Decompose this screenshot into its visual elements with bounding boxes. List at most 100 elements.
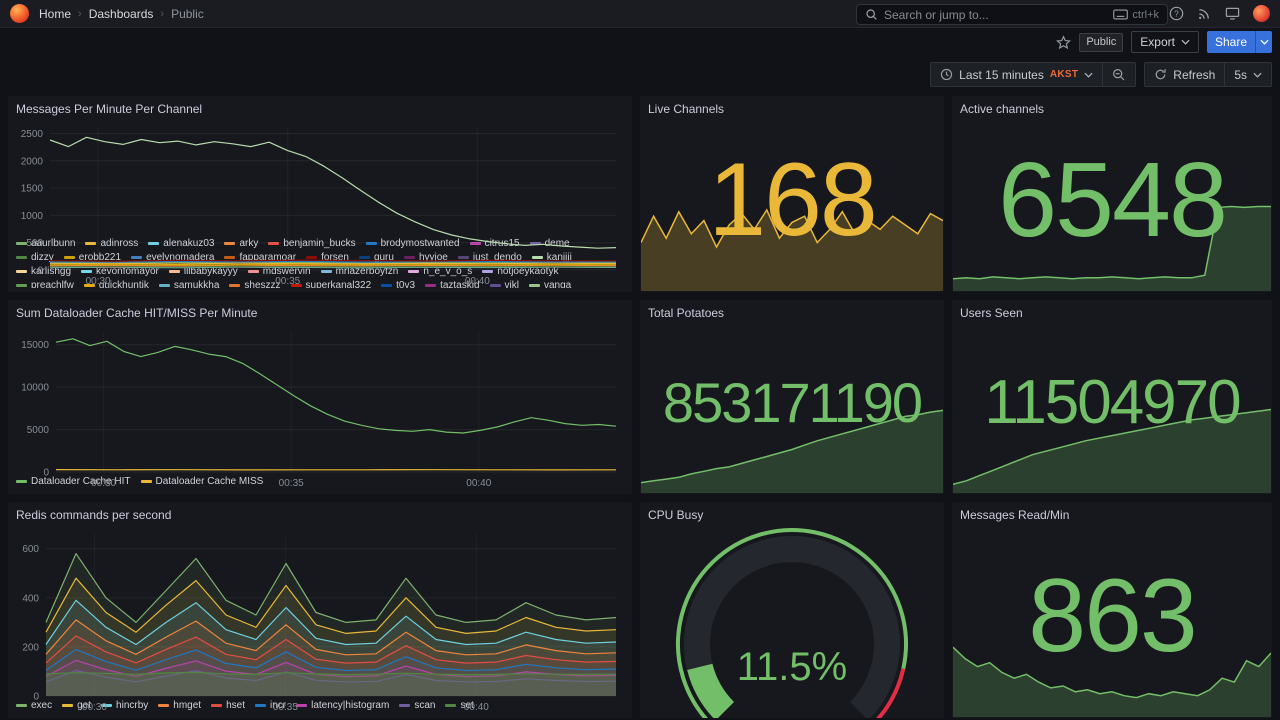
panel-title[interactable]: Live Channels <box>648 102 725 116</box>
legend-item[interactable]: evelynomadera <box>131 252 214 263</box>
legend-item[interactable]: notjoeykaotyk <box>482 266 558 277</box>
legend-swatch <box>224 256 236 259</box>
share-menu-caret[interactable] <box>1255 31 1272 53</box>
breadcrumb-dashboards[interactable]: Dashboards <box>88 6 154 21</box>
legend-item[interactable]: Dataloader Cache MISS <box>140 476 263 487</box>
search-input[interactable]: Search or jump to... ctrl+k <box>856 4 1168 25</box>
legend-swatch <box>81 270 93 273</box>
redis-chart[interactable]: 0 200 400 600 00:30 00:35 00:40 <box>16 526 624 713</box>
legend-item[interactable]: latency|histogram <box>296 700 389 711</box>
sparkline-line <box>953 646 1271 699</box>
time-range-picker[interactable]: Last 15 minutes AKST <box>930 62 1104 87</box>
legend-label: taztaskid <box>440 280 480 288</box>
legend-item[interactable]: adinross <box>85 238 138 249</box>
y-axis-tick: 5000 <box>27 425 50 436</box>
refresh-button[interactable]: Refresh <box>1144 62 1226 87</box>
legend-item[interactable]: hincrby <box>101 700 148 711</box>
legend-item[interactable]: karlishgg <box>16 266 71 277</box>
legend-item[interactable]: just_dendo <box>457 252 522 263</box>
legend-item[interactable]: deme <box>529 238 570 249</box>
panel-title[interactable]: Users Seen <box>960 306 1023 320</box>
legend-swatch <box>101 704 113 707</box>
legend-item[interactable]: sheszzz <box>229 280 281 288</box>
panel-title[interactable]: Active channels <box>960 102 1045 116</box>
panel-title[interactable]: Total Potatoes <box>648 306 725 320</box>
breadcrumb-home[interactable]: Home <box>39 6 72 21</box>
refresh-group: Refresh 5s <box>1144 62 1272 88</box>
legend-item[interactable]: hmget <box>158 700 201 711</box>
legend-item[interactable]: hset <box>211 700 245 711</box>
x-axis-tick: 00:35 <box>273 702 298 713</box>
legend-item[interactable]: fapparamoar <box>224 252 296 263</box>
series-line <box>49 262 617 265</box>
legend-item[interactable]: forsen <box>306 252 349 263</box>
legend-item[interactable]: superkanal322 <box>290 280 371 288</box>
legend-item[interactable]: hyyjoe <box>403 252 448 263</box>
export-label: Export <box>1140 35 1175 49</box>
legend-item[interactable]: lilbabykayyy <box>168 266 238 277</box>
legend-item[interactable]: mrlazerboyfzn <box>320 266 398 277</box>
help-icon[interactable]: ? <box>1169 6 1184 21</box>
export-button[interactable]: Export <box>1131 31 1199 53</box>
legend-item[interactable]: incr <box>254 700 286 711</box>
legend-item[interactable]: scan <box>399 700 435 711</box>
legend-item[interactable]: exec <box>16 700 52 711</box>
tag-public[interactable]: Public <box>1079 32 1124 52</box>
legend-item[interactable]: erobb221 <box>63 252 121 263</box>
legend-swatch <box>457 256 469 259</box>
refresh-interval-picker[interactable]: 5s <box>1225 62 1272 87</box>
legend-swatch <box>469 242 481 245</box>
share-button[interactable]: Share <box>1206 31 1255 53</box>
legend-item[interactable]: set <box>445 700 474 711</box>
rss-icon[interactable] <box>1197 6 1212 21</box>
messages-read-sparkline <box>953 620 1271 717</box>
x-axis-tick: 00:30 <box>91 478 116 489</box>
grafana-logo[interactable] <box>10 4 29 23</box>
legend-item[interactable]: vikl <box>489 280 519 288</box>
series-line <box>49 264 617 267</box>
sparkline-canvas <box>953 646 1271 717</box>
legend-item[interactable]: mdswervin <box>247 266 311 277</box>
messages-chart[interactable]: 0 500 1000 1500 2000 2500 00:30 00:35 00:40 <box>16 120 624 287</box>
sparkline-fill <box>641 410 943 493</box>
legend-label: vikl <box>504 280 519 288</box>
legend-item[interactable]: samukkha <box>158 280 219 288</box>
star-icon[interactable] <box>1056 34 1072 50</box>
dataloader-chart[interactable]: 0 5000 10000 15000 00:30 00:35 00:40 <box>16 324 624 489</box>
legend-item[interactable]: benjamin_bucks <box>268 238 356 249</box>
panel-title[interactable]: Messages Per Minute Per Channel <box>16 102 203 116</box>
legend-item[interactable]: preachlfw <box>16 280 74 288</box>
sparkline-canvas <box>641 208 943 291</box>
active-channels-sparkline <box>953 203 1271 291</box>
panel-title[interactable]: Messages Read/Min <box>960 508 1070 522</box>
legend-item[interactable]: aaurlbunn <box>16 238 75 249</box>
legend-swatch <box>131 256 143 259</box>
legend-item[interactable]: kevonfomayor <box>81 266 159 277</box>
legend-item[interactable]: alenakuz03 <box>148 238 214 249</box>
panel-title[interactable]: CPU Busy <box>648 508 704 522</box>
legend-item[interactable]: guru <box>358 252 394 263</box>
legend-item[interactable]: quickhuntik <box>83 280 149 288</box>
legend-item[interactable]: t0v3 <box>381 280 415 288</box>
monitor-icon[interactable] <box>1225 6 1240 21</box>
legend-item[interactable]: Dataloader Cache HIT <box>16 476 131 487</box>
legend-item[interactable]: arky <box>224 238 258 249</box>
sparkline-canvas <box>953 408 1271 493</box>
legend-item[interactable]: brodymostwanted <box>365 238 460 249</box>
legend-item[interactable]: n_e_v_o_s <box>408 266 472 277</box>
legend-item[interactable]: get <box>62 700 91 711</box>
panel-title[interactable]: Redis commands per second <box>16 508 172 522</box>
legend-item[interactable]: taztaskid <box>425 280 480 288</box>
breadcrumb-public[interactable]: Public <box>171 6 204 21</box>
panel-title[interactable]: Sum Dataloader Cache HIT/MISS Per Minute <box>16 306 258 320</box>
zoom-out-button[interactable] <box>1103 62 1137 87</box>
legend-item[interactable]: kanjjji <box>531 252 572 263</box>
legend-item[interactable]: dizzy <box>16 252 54 263</box>
legend-label: karlishgg <box>31 266 72 277</box>
total-potatoes-value: 853171190 <box>662 370 923 434</box>
legend-item[interactable]: vanga <box>528 280 571 288</box>
series-fill <box>46 672 616 696</box>
legend-swatch <box>85 242 97 245</box>
legend-swatch <box>229 284 241 287</box>
user-avatar[interactable] <box>1253 5 1270 22</box>
